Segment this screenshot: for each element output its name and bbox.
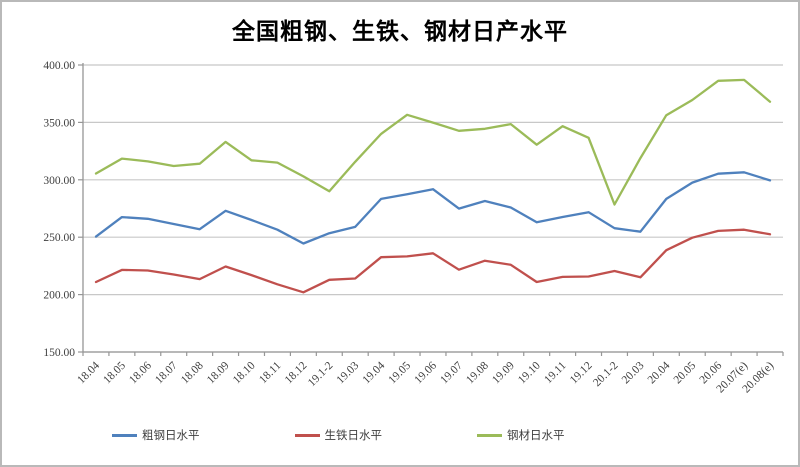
x-tick-label-18.11: 18.11 xyxy=(257,359,284,386)
x-tick-label-18.04: 18.04 xyxy=(75,359,102,386)
x-tick-label-19.07: 19.07 xyxy=(438,359,465,386)
x-tick-label-20.1-2: 20.1-2 xyxy=(591,359,621,389)
x-tick-label-18.05: 18.05 xyxy=(101,359,128,386)
x-tick-label-19.06: 19.06 xyxy=(412,359,439,386)
legend-line-marker-crude-steel xyxy=(112,433,137,437)
y-tick-label-250: 250.00 xyxy=(43,232,75,244)
x-tick-label-18.09: 18.09 xyxy=(205,359,232,386)
x-tick-label-20.04: 20.04 xyxy=(646,359,673,386)
legend-item-steel-products: 钢材日水平 xyxy=(477,427,565,443)
legend-line-marker-steel-products xyxy=(477,433,502,437)
chart-title: 全国粗钢、生铁、钢材日产水平 xyxy=(232,19,568,44)
x-tick-label-19.05: 19.05 xyxy=(386,359,413,386)
y-tick-label-300: 300.00 xyxy=(43,175,75,187)
x-tick-label-18.07: 18.07 xyxy=(153,359,180,386)
x-tick-label-19.09: 19.09 xyxy=(490,359,517,386)
x-tick-label-18.06: 18.06 xyxy=(127,359,154,386)
x-tick-label-19.11: 19.11 xyxy=(542,359,569,386)
x-tick-label-20.03: 20.03 xyxy=(620,359,647,386)
legend-item-crude-steel: 粗钢日水平 xyxy=(112,427,200,443)
legend-line-marker-pig-iron xyxy=(294,433,320,437)
x-tick-label-19.1-2: 19.1-2 xyxy=(306,359,336,389)
legend-label-steel-products: 钢材日水平 xyxy=(507,430,565,442)
x-tick-label-19.10: 19.10 xyxy=(516,359,543,386)
x-tick-label-18.10: 18.10 xyxy=(231,359,258,386)
legend-item-pig-iron: 生铁日水平 xyxy=(294,427,383,443)
x-tick-label-18.08: 18.08 xyxy=(179,359,206,386)
y-tick-label-350: 350.00 xyxy=(43,117,75,129)
legend-label-pig-iron: 生铁日水平 xyxy=(324,430,383,442)
x-tick-label-19.03: 19.03 xyxy=(335,359,362,386)
series-line-steel-products xyxy=(94,78,772,206)
x-tick-label-18.12: 18.12 xyxy=(283,359,310,386)
series-line-crude-steel xyxy=(94,171,772,245)
legend: 粗钢日水平 生铁日水平 钢材日水平 xyxy=(112,427,565,443)
legend-label-crude-steel: 粗钢日水平 xyxy=(142,430,200,442)
x-tick-label-19.04: 19.04 xyxy=(360,359,387,386)
x-tick-label-19.08: 19.08 xyxy=(464,359,491,386)
x-tick-label-20.05: 20.05 xyxy=(672,359,699,386)
y-tick-label-200: 200.00 xyxy=(43,290,75,302)
series-line-pig-iron xyxy=(94,228,772,294)
x-tick-label-19.12: 19.12 xyxy=(568,359,595,386)
y-tick-label-150: 150.00 xyxy=(43,347,75,359)
y-tick-label-400: 400.00 xyxy=(43,60,75,72)
